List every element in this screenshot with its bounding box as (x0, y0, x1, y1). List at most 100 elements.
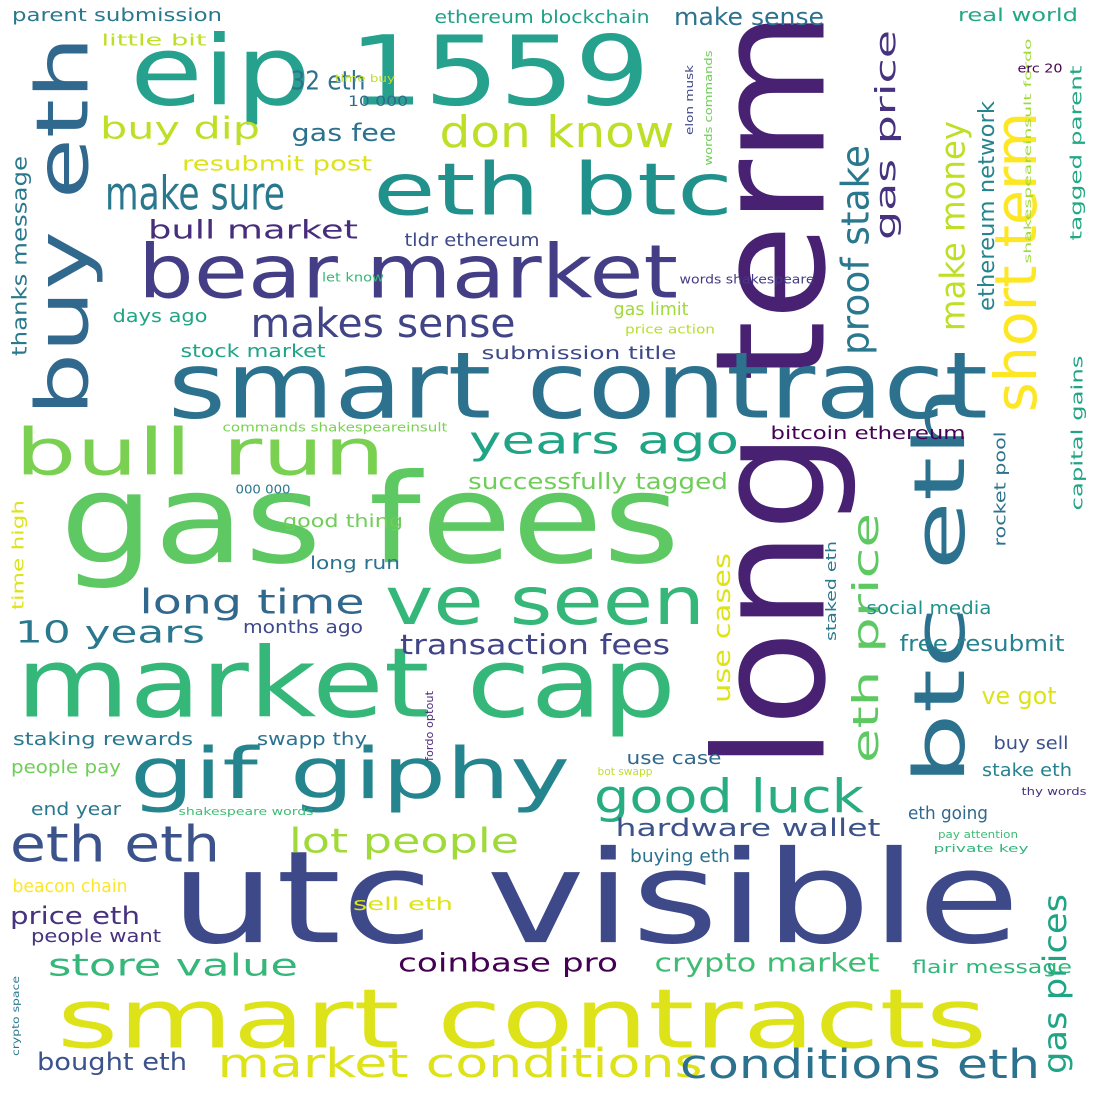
word-transaction-fees: transaction fees (400, 628, 670, 661)
word-long-time: long time (140, 583, 365, 623)
word-10-000: 10 000 (348, 94, 408, 110)
word-price-eth: price eth (10, 902, 140, 930)
word-erc-20: erc 20 (1018, 62, 1063, 76)
word-staked-eth: staked eth (824, 541, 840, 641)
word-swapp-thy: swapp thy (257, 729, 367, 750)
word-bull-market: bull market (148, 216, 358, 246)
word-submission-title: submission title (482, 343, 677, 364)
word-eth-btc: eth btc (373, 148, 733, 232)
word-pay-attention: pay attention (938, 828, 1018, 841)
word-stake-eth: stake eth (982, 760, 1072, 781)
word-bot-swapp: bot swapp (598, 765, 653, 778)
word-store-value: store value (48, 949, 298, 984)
word-price-action: price action (625, 323, 715, 337)
word-gas-limit: gas limit (614, 299, 689, 320)
word-buy-sell: buy sell (994, 733, 1069, 754)
word-elon-musk: elon musk (683, 64, 696, 135)
word-little-bit: little bit (102, 31, 207, 50)
word-10-years: 10 years (15, 616, 205, 651)
word-thanks-message: thanks message (8, 156, 32, 356)
word-lot-people: lot people (289, 822, 519, 862)
word-years-ago: years ago (469, 419, 739, 463)
word-free-resubmit: free resubmit (900, 632, 1065, 657)
word-rocket-pool: rocket pool (991, 432, 1010, 547)
word-eth-eth: eth eth (10, 816, 220, 874)
word-eth-going: eth going (908, 803, 988, 824)
word-hardware-wallet: hardware wallet (616, 814, 881, 842)
word-make-sense: make sense (674, 3, 824, 31)
word-bull-run: bull run (15, 417, 385, 491)
word-bear-market: bear market (138, 230, 678, 316)
word-crypto-market: crypto market (655, 949, 880, 979)
word-ve-got: ve got (982, 682, 1057, 710)
word-gif-giphy: gif giphy (130, 733, 570, 815)
word-conditions-eth: conditions eth (680, 1042, 1040, 1088)
word-buy-dip: buy dip (100, 112, 260, 147)
word-buy-eth: buy eth (21, 36, 105, 416)
word-don-know: don know (440, 107, 675, 158)
word-capital-gains: capital gains (1068, 356, 1087, 511)
word-eth-price: eth price (846, 513, 887, 763)
word-good-thing: good thing (283, 511, 403, 532)
word-ethereum-blockchain: ethereum blockchain (435, 7, 650, 28)
word-ethereum-network: ethereum network (975, 101, 1000, 311)
word-proof-stake: proof stake (834, 145, 878, 355)
word-short-term: short term (982, 112, 1050, 412)
word-makes-sense: makes sense (251, 301, 516, 347)
word-words-shakespeare: words shakespeare (680, 273, 815, 287)
word-crypto-space: crypto space (11, 976, 22, 1056)
word-coinbase-pro: coinbase pro (398, 949, 618, 979)
word-real-world: real world (958, 5, 1078, 26)
word-people-pay: people pay (11, 757, 121, 778)
word-beacon-chain: beacon chain (13, 876, 128, 897)
word-gas-fee: gas fee (292, 119, 397, 147)
word-long-term: long term (683, 10, 860, 770)
word-market-conditions: market conditions (218, 1041, 703, 1087)
word-thy-words: thy words (1022, 785, 1087, 798)
word-bought-eth: bought eth (37, 1048, 187, 1076)
word-tagged-parent: tagged parent (1067, 66, 1086, 241)
word-tldr-ethereum: tldr ethereum (405, 230, 540, 251)
word-let-know: let know (322, 271, 384, 285)
word-use-cases: use cases (708, 553, 736, 703)
word-000-000: 000 000 (236, 483, 291, 497)
word-flair-message: flair message (912, 957, 1072, 978)
word-gas-prices: gas prices (1036, 894, 1074, 1074)
word-people-want: people want (31, 926, 161, 947)
word-gas-fees: gas fees (60, 448, 680, 592)
word-ve-seen: ve seen (385, 563, 705, 640)
word-words-commands: words commands (702, 50, 715, 165)
word-smart-contract: smart contract (168, 332, 988, 439)
word-parent-submission: parent submission (12, 5, 222, 26)
word-smart-contracts: smart contracts (57, 972, 987, 1067)
word-days-ago: days ago (113, 306, 208, 327)
word-shakespeareinsult-fordo: shakespeareinsult fordo (1023, 39, 1034, 264)
word-months-ago: months ago (243, 617, 363, 638)
word-gas-price: gas price (869, 30, 902, 240)
word-use-case: use case (627, 748, 722, 769)
word-market-cap: market cap (16, 627, 676, 739)
word-end-year: end year (31, 799, 122, 820)
word-utc-visible: utc visible (170, 824, 1020, 973)
word-private-key: private key (934, 842, 1030, 855)
word-social-media: social media (867, 598, 992, 619)
word-time-buy: time buy (335, 72, 396, 85)
word-time-high: time high (9, 500, 28, 610)
word-fordo-optout: fordo optout (423, 690, 436, 761)
word-bitcoin-ethereum: bitcoin ethereum (771, 423, 966, 444)
word-eip-1559: eip 1559 (130, 15, 650, 127)
word-successfully-tagged: successfully tagged (468, 470, 728, 495)
word-long-run: long run (310, 553, 400, 574)
word-resubmit-post: resubmit post (182, 152, 372, 176)
word-good-luck: good luck (594, 770, 864, 824)
word-make-sure: make sure (105, 167, 285, 221)
word-sell-eth: sell eth (353, 894, 453, 915)
word-shakespeare-words: shakespeare words (179, 805, 314, 818)
word-buying-eth: buying eth (630, 846, 730, 867)
word-staking-rewards: staking rewards (13, 729, 193, 750)
word-32-eth: 32 eth (291, 67, 366, 97)
word-stock-market: stock market (181, 341, 326, 362)
word-btc-eth: btc eth (899, 385, 981, 785)
